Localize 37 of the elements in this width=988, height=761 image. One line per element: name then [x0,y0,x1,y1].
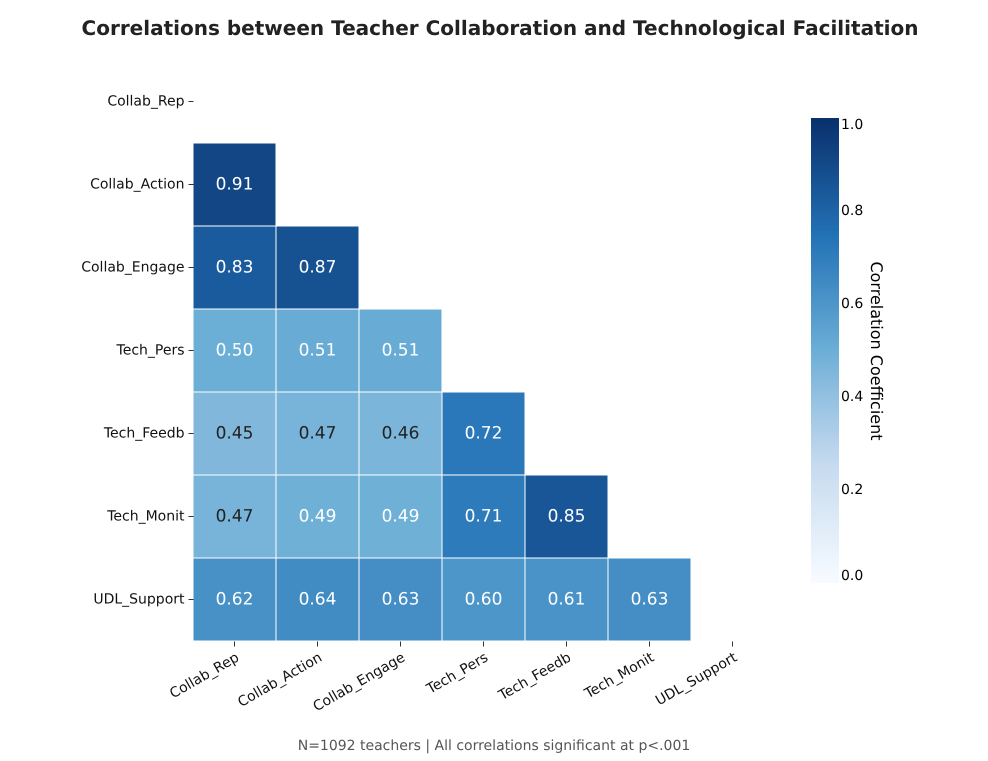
y-tick-label: Tech_Monit [106,508,185,524]
data-label: 0.51 [382,340,420,360]
data-label: 0.83 [216,258,254,278]
chart-title: Correlations between Teacher Collaboration and Technological Facilitation [80,16,920,40]
data-label: 0.62 [216,590,254,610]
color-bar-title: Correlation Coefficient [867,261,886,441]
data-label: 0.63 [382,590,420,610]
data-label: 0.85 [548,506,586,526]
color-bar-label: 0.2 [841,482,864,498]
data-label: 0.61 [548,590,586,610]
data-label: 0.49 [298,506,336,526]
text: N=1092 teachers | All correlations significant at p<.001 [296,738,692,754]
color-bar-label: 0.4 [841,389,864,405]
y-tick-label: Collab_Rep [107,94,185,110]
y-tick-label: Tech_Pers [116,342,184,358]
data-label: 0.71 [464,506,502,526]
y-tick-label: Collab_Engage [81,260,184,276]
color-bar-label: 0.0 [841,568,864,584]
data-label: 0.60 [464,590,502,610]
y-tick-label: UDL_Support [93,592,186,608]
data-label: 0.45 [216,424,254,444]
data-label: 0.91 [216,174,254,194]
data-label: 0.51 [298,340,336,360]
y-tick-label: Tech_Feedb [102,426,185,442]
y-tick-label: Collab_Action [90,176,184,192]
data-label: 0.64 [298,590,336,610]
color-bar-label: 0.8 [841,203,864,219]
color-bar-label: 1.0 [841,117,864,133]
data-label: 0.72 [464,424,502,444]
data-label: 0.47 [298,424,336,444]
data-label: 0.50 [216,340,254,360]
data-label: 0.87 [298,258,336,278]
data-label: 0.63 [630,590,668,610]
data-label: 0.46 [382,424,420,444]
color-bar-label: 0.6 [841,296,864,312]
data-label: 0.47 [216,506,254,526]
data-label: 0.49 [382,506,420,526]
